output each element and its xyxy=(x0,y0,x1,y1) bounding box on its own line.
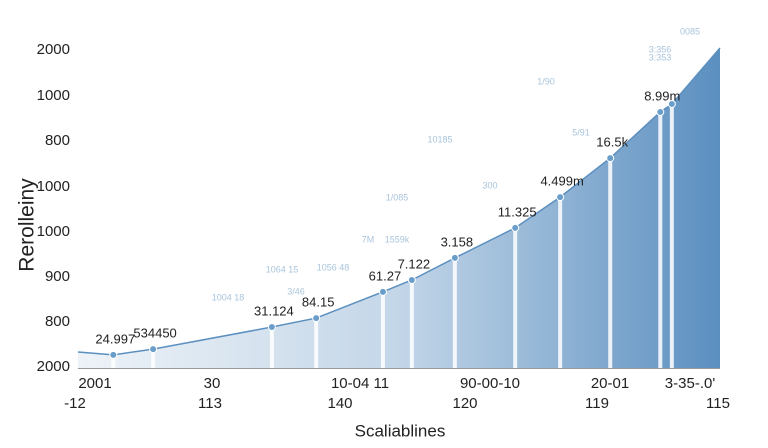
x-tick-label: 10-04 11 xyxy=(331,375,389,392)
x-tick-label: 30 xyxy=(204,375,221,392)
y-tick-label: 900 xyxy=(45,268,70,285)
faint-label: 5/91 xyxy=(572,127,590,137)
point xyxy=(450,253,459,262)
faint-label: 1/90 xyxy=(537,76,555,86)
line xyxy=(77,47,721,356)
x-tick-label: 120 xyxy=(452,395,477,412)
data-label: 3.158 xyxy=(441,234,474,249)
point xyxy=(606,154,615,163)
data-label: 8.99m xyxy=(644,88,680,103)
faint-label: 3:353 xyxy=(649,52,672,62)
x-tick-label: 20-01 xyxy=(591,375,629,392)
y-axis-label: Rerolleiny xyxy=(16,178,39,272)
y-tick-label: 1000 xyxy=(37,223,70,240)
data-label: 31.124 xyxy=(254,303,294,318)
faint-label: 1004 18 xyxy=(212,292,245,302)
y-tick-label: 800 xyxy=(45,313,70,330)
faint-label: 1/085 xyxy=(386,192,409,202)
point xyxy=(407,276,416,284)
x-tick-label: 90-00-10 xyxy=(460,375,520,392)
y-tick-label: 2000 xyxy=(37,358,70,375)
point xyxy=(378,287,387,296)
faint-label: 7M xyxy=(362,234,375,244)
stem xyxy=(513,227,518,368)
data-label: 16.5k xyxy=(596,135,628,150)
point xyxy=(656,108,665,116)
stem xyxy=(409,280,414,368)
y-tick-label: 1000 xyxy=(37,178,70,195)
x-tick-label: 115 xyxy=(706,395,730,412)
faint-label: 3/46 xyxy=(287,286,305,296)
data-label: 24.997 xyxy=(95,331,135,346)
data-label: 4.499m xyxy=(540,174,583,189)
x-tick-label: 3-35-.0' xyxy=(665,375,716,392)
x-tick-label: 2001 xyxy=(78,375,111,392)
stem xyxy=(380,291,385,368)
stem xyxy=(314,318,319,368)
y-tick-label: 1000 xyxy=(37,87,70,104)
stem xyxy=(669,104,674,368)
data-label: 7.122 xyxy=(398,256,431,271)
faint-label: 1559k xyxy=(385,234,410,244)
faint-label: 3:356 xyxy=(649,44,672,54)
faint-label: 300 xyxy=(482,180,497,190)
stem xyxy=(269,327,274,368)
stem xyxy=(608,158,613,368)
x-tick-label: 140 xyxy=(327,395,352,412)
x-tick-label: -12 xyxy=(64,395,86,412)
point xyxy=(267,323,276,332)
point xyxy=(511,223,520,232)
stem xyxy=(151,349,156,368)
stem xyxy=(658,112,663,368)
data-label: 61.27 xyxy=(369,268,402,283)
stem xyxy=(111,354,116,368)
point xyxy=(149,345,158,354)
x-tick-label: 119 xyxy=(585,395,609,412)
stem xyxy=(452,257,457,368)
data-label: 534450 xyxy=(133,326,176,341)
faint-label: 10185 xyxy=(427,134,452,144)
y-tick-label: 800 xyxy=(45,132,70,149)
point xyxy=(667,100,676,108)
x-tick-label: 113 xyxy=(198,395,222,412)
y-tick-label: 2000 xyxy=(37,41,70,58)
point xyxy=(556,193,565,202)
point xyxy=(109,350,118,359)
area xyxy=(78,48,720,368)
faint-label: 1064 15 xyxy=(266,264,299,274)
data-label: 11.325 xyxy=(498,204,537,219)
stem xyxy=(558,197,563,368)
faint-label: 0085 xyxy=(680,26,700,36)
data-label: 84.15 xyxy=(302,295,335,310)
faint-label: 1056 48 xyxy=(317,262,350,272)
point xyxy=(312,314,321,323)
x-axis-label: Scaliablines xyxy=(355,421,446,440)
